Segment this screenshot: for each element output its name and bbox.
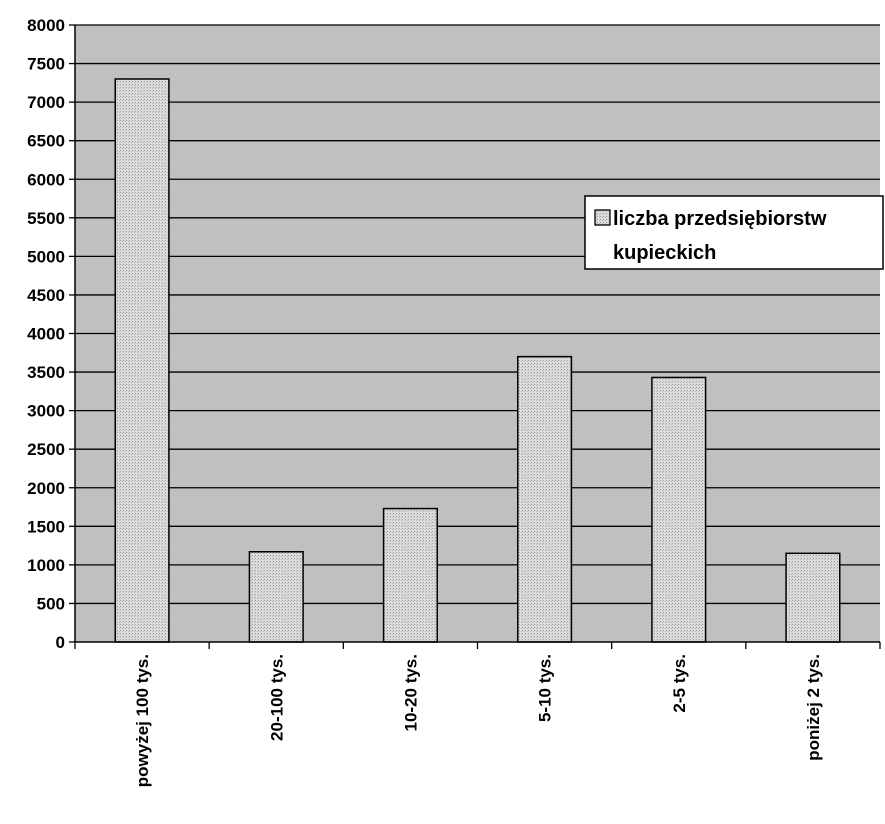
x-category-label: 20-100 tys. — [267, 654, 286, 741]
y-tick-label: 5000 — [27, 247, 65, 266]
y-tick-label: 5500 — [27, 209, 65, 228]
y-tick-label: 2500 — [27, 440, 65, 459]
y-tick-label: 1000 — [27, 556, 65, 575]
y-tick-label: 7500 — [27, 55, 65, 74]
x-category-label: powyżej 100 tys. — [133, 654, 152, 787]
y-tick-label: 4000 — [27, 325, 65, 344]
x-category-labels: powyżej 100 tys. 20-100 tys. 10-20 tys. 5-1… — [133, 654, 823, 787]
bar — [785, 552, 841, 643]
legend-box — [584, 195, 884, 270]
y-tick-label: 0 — [56, 633, 65, 652]
y-tick-label: 4500 — [27, 286, 65, 305]
y-tick-labels: 0 500 1000 1500 2000 2500 3000 3500 4000 4500 5000… — [27, 16, 65, 652]
bar — [517, 355, 573, 643]
y-tick-label: 6000 — [27, 170, 65, 189]
y-tick-label: 7000 — [27, 93, 65, 112]
y-tick-label: 6500 — [27, 132, 65, 151]
legend-entry-line-1: liczba przedsiębiorstw — [613, 208, 827, 230]
bar — [248, 551, 304, 643]
legend-swatch — [594, 209, 611, 226]
bar — [651, 376, 707, 643]
y-tick-label: 3500 — [27, 363, 65, 382]
axes — [69, 24, 881, 649]
x-category-label: 10-20 tys. — [401, 654, 420, 732]
legend: liczba przedsiębiorstw kupieckich — [584, 195, 884, 270]
x-category-label: 2-5 tys. — [670, 654, 689, 713]
x-category-label: 5-10 tys. — [536, 654, 555, 722]
y-tick-label: 1500 — [27, 517, 65, 536]
x-category-label: poniżej 2 tys. — [804, 654, 823, 761]
legend-entry-line-2: kupieckich — [613, 242, 716, 264]
y-tick-label: 8000 — [27, 16, 65, 35]
y-tick-label: 500 — [37, 594, 65, 613]
bars — [114, 78, 841, 643]
y-tick-label: 2000 — [27, 479, 65, 498]
bar — [114, 78, 170, 643]
y-tick-label: 3000 — [27, 402, 65, 421]
bar — [382, 507, 439, 643]
